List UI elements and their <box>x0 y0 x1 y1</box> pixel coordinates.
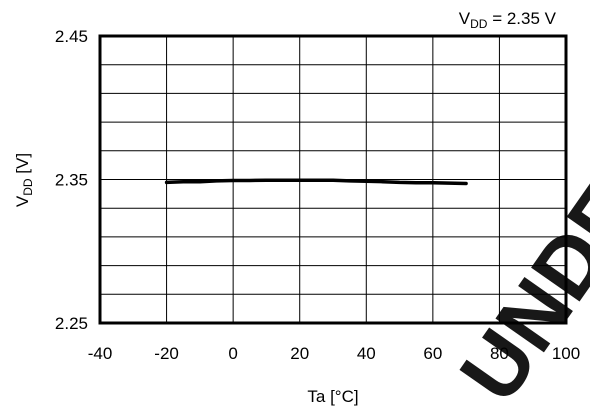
x-tick-label: -20 <box>154 344 179 363</box>
grid <box>100 36 566 323</box>
x-tick-label: 80 <box>490 344 509 363</box>
x-tick-labels: -40 -20 0 20 40 60 80 100 <box>88 344 580 363</box>
y-tick-label: 2.25 <box>55 314 88 333</box>
x-tick-label: 20 <box>290 344 309 363</box>
x-tick-label: 60 <box>423 344 442 363</box>
x-tick-label: -40 <box>88 344 113 363</box>
y-tick-label: 2.35 <box>55 171 88 190</box>
y-tick-labels: 2.25 2.35 2.45 <box>55 27 88 333</box>
condition-label: VDD = 2.35 V <box>459 9 557 31</box>
y-axis-label: VDD [V] <box>13 153 35 207</box>
x-tick-label: 100 <box>552 344 580 363</box>
x-axis-label: Ta [°C] <box>307 387 358 406</box>
x-tick-label: 40 <box>357 344 376 363</box>
series-layer <box>164 178 468 186</box>
watermark: UNDER <box>442 113 590 410</box>
x-tick-label: 0 <box>228 344 237 363</box>
y-tick-label: 2.45 <box>55 27 88 46</box>
series-line <box>164 178 468 186</box>
plot-frame <box>98 34 568 325</box>
